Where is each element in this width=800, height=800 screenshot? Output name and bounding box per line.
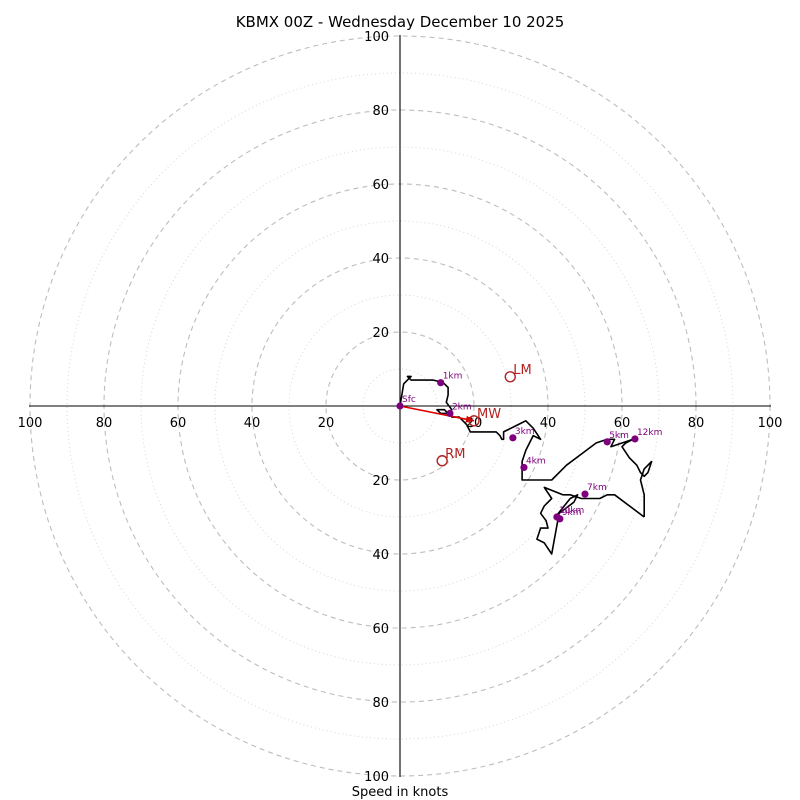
storm-motion-marker [504, 371, 516, 383]
height-marker-label: 10km [559, 506, 584, 516]
height-marker-label: 9km [562, 508, 582, 518]
height-marker [396, 402, 404, 410]
height-marker-label: 2km [452, 402, 472, 412]
y-tick-label: 20 [372, 474, 389, 489]
height-marker [581, 490, 589, 498]
x-tick-label: 60 [170, 416, 187, 431]
height-marker-label: Sfc [402, 395, 416, 405]
y-tick-label: 80 [372, 696, 389, 711]
height-marker-label: 12km [637, 428, 662, 438]
storm-motion-label: MW [477, 407, 501, 422]
y-tick-label: 100 [364, 770, 389, 785]
storm-motion-markers: LM MW RM [436, 363, 532, 467]
height-marker-label: 1km [443, 372, 463, 382]
y-tick-label: 60 [372, 178, 389, 193]
y-tick-label: 80 [372, 104, 389, 119]
hodograph-line-upper [536, 486, 645, 555]
tick-labels: 100 80 60 40 20 20 40 60 80 100100806040202040608… [18, 30, 783, 785]
height-marker-label: 5km [609, 431, 629, 441]
height-marker [446, 409, 454, 417]
storm-motion-label: LM [513, 363, 531, 378]
x-tick-label: 40 [244, 416, 261, 431]
height-marker [631, 435, 639, 443]
height-marker [553, 513, 561, 521]
height-marker [520, 463, 528, 472]
height-marker-label: 4km [526, 456, 546, 466]
shear-vector [399, 405, 475, 422]
hodograph-line [399, 375, 653, 517]
height-marker-label: 7km [587, 483, 607, 493]
y-tick-label: 40 [372, 252, 389, 267]
x-tick-label: 100 [18, 416, 43, 431]
y-tick-label: 40 [372, 548, 389, 563]
hodograph-trace [399, 375, 653, 555]
height-marker-label: 3km [515, 427, 535, 437]
y-tick-label: 20 [372, 326, 389, 341]
x-tick-label: 40 [540, 416, 557, 431]
x-tick-label: 60 [614, 416, 631, 431]
height-marker [509, 434, 517, 442]
x-axis-label: Speed in knots [352, 785, 449, 800]
y-tick-label: 100 [364, 30, 389, 45]
x-tick-label: 100 [758, 416, 783, 431]
storm-motion-marker [436, 455, 448, 467]
y-tick-label: 60 [372, 622, 389, 637]
chart-title: KBMX 00Z - Wednesday December 10 2025 [236, 13, 565, 31]
storm-motion-label: RM [445, 447, 465, 462]
height-marker [603, 438, 611, 446]
x-tick-label: 80 [96, 416, 113, 431]
x-tick-label: 20 [318, 416, 335, 431]
x-tick-label: 80 [688, 416, 705, 431]
height-marker [437, 379, 445, 387]
storm-motion-marker [468, 415, 480, 427]
